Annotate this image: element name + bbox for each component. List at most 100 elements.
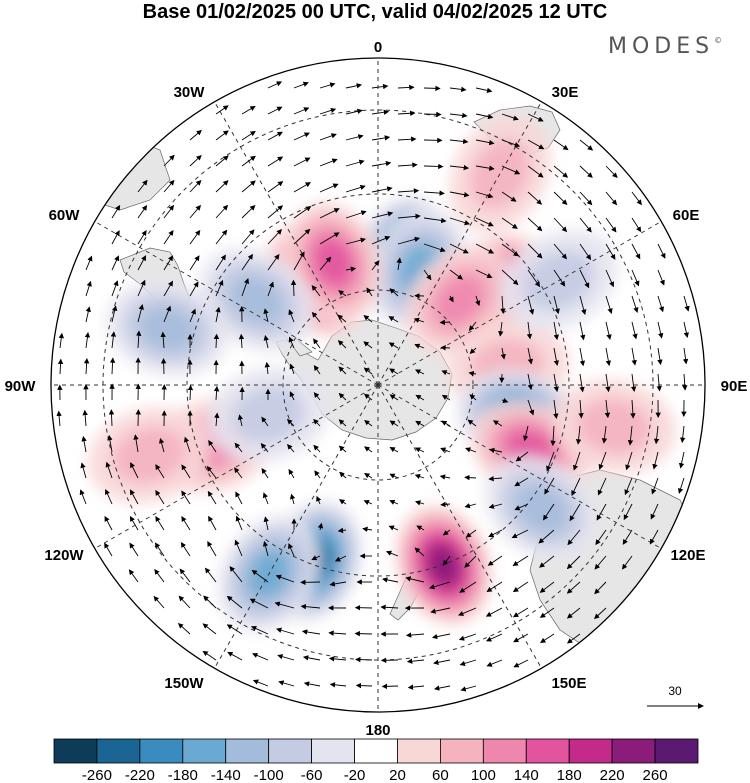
wind-arrow xyxy=(133,434,139,453)
wind-arrow xyxy=(293,81,309,89)
wind-arrow xyxy=(215,180,229,193)
wind-arrow xyxy=(381,683,399,690)
wind-arrow xyxy=(389,368,399,375)
wind-arrow xyxy=(527,191,543,205)
wind-arrow xyxy=(449,112,468,119)
wind-arrow xyxy=(337,314,347,323)
wind-arrow xyxy=(215,155,229,167)
wind-arrow xyxy=(241,180,256,193)
wind-arrow xyxy=(579,269,590,289)
colorbar-swatch xyxy=(482,738,527,764)
wind-arrow xyxy=(465,447,477,453)
wind-arrow xyxy=(579,373,585,393)
wind-arrow xyxy=(293,251,305,271)
wind-arrow xyxy=(475,113,494,120)
wind-arrow xyxy=(338,290,347,297)
wind-arrow xyxy=(475,191,494,199)
wind-arrow xyxy=(293,228,311,245)
wind-arrow xyxy=(625,451,633,471)
wind-arrow xyxy=(293,107,310,115)
wind-arrow xyxy=(539,607,555,618)
wind-arrow xyxy=(136,330,142,349)
wind-arrow xyxy=(250,626,269,635)
wind-arrow xyxy=(263,308,269,323)
wind-arrow xyxy=(605,191,618,206)
wind-arrow xyxy=(278,680,295,687)
wind-arrow xyxy=(464,474,477,481)
wind-arrow xyxy=(527,165,544,178)
colorbar-tick-label: -20 xyxy=(344,767,366,783)
wind-arrow xyxy=(202,650,217,661)
wind-arrow xyxy=(249,598,269,609)
wind-arrow xyxy=(469,394,477,401)
wind-arrow xyxy=(111,230,120,245)
colorbar-swatch xyxy=(268,738,312,764)
wind-arrow xyxy=(469,347,477,355)
colorbar: -260 -220 -180 -140 -100 -60 -20 20 60 100 140 180 2… xyxy=(53,738,699,783)
wind-arrow xyxy=(604,399,611,419)
wind-arrow xyxy=(486,581,503,592)
wind-arrow xyxy=(527,243,543,259)
wind-arrow xyxy=(605,321,612,340)
wind-arrow xyxy=(215,306,221,323)
wind-arrow xyxy=(179,568,191,583)
wind-arrow xyxy=(301,629,321,635)
wind-arrow xyxy=(319,256,332,271)
meridian-line xyxy=(377,101,542,386)
wind-arrow xyxy=(397,136,417,142)
wind-arrow xyxy=(605,269,615,288)
wind-arrow xyxy=(439,474,451,480)
wind-arrow xyxy=(380,604,399,610)
wind-arrow xyxy=(414,369,425,375)
label-lon-180: 180 xyxy=(365,722,390,739)
colorbar-tick-label: -140 xyxy=(211,767,241,783)
wind-arrow xyxy=(459,581,477,593)
wind-arrow xyxy=(319,183,339,193)
wind-arrow xyxy=(371,83,389,90)
wind-arrow xyxy=(85,306,91,323)
wind-arrow xyxy=(215,130,229,141)
wind-arrow xyxy=(397,162,418,168)
wind-arrow xyxy=(388,316,399,323)
wind-arrow xyxy=(267,156,284,167)
wind-arrow xyxy=(128,569,139,583)
wind-arrow xyxy=(389,420,399,427)
wind-arrow xyxy=(631,347,637,366)
wind-arrow xyxy=(163,230,174,245)
meridian-line xyxy=(94,384,379,549)
wind-arrow xyxy=(566,607,581,619)
wind-arrow xyxy=(293,157,311,167)
wind-arrow xyxy=(579,347,586,367)
wind-arrow xyxy=(137,204,148,219)
wind-arrow xyxy=(277,654,295,661)
wind-arrow xyxy=(442,555,451,566)
wind-arrow xyxy=(261,416,269,427)
wind-arrow xyxy=(79,489,87,505)
wind-arrow xyxy=(104,488,113,505)
wind-arrow xyxy=(110,331,117,349)
colorbar-swatch xyxy=(182,738,227,764)
wind-arrow xyxy=(485,633,503,642)
label-lon-90e: 90E xyxy=(721,378,748,395)
wind-arrow xyxy=(338,419,347,427)
wind-arrow xyxy=(501,139,521,148)
wind-arrow xyxy=(416,525,425,531)
colorbar-tick-label: 180 xyxy=(557,767,582,783)
wind-arrow xyxy=(215,204,229,219)
wind-arrow xyxy=(111,204,121,219)
wind-arrow xyxy=(624,477,633,496)
polar-map-disc xyxy=(51,58,705,712)
wind-arrow xyxy=(334,555,347,562)
label-lon-150w: 150W xyxy=(164,675,204,692)
wind-arrow xyxy=(488,529,503,538)
wind-arrow xyxy=(263,516,269,531)
wind-arrow xyxy=(181,490,191,505)
colorbar-tick-label: 20 xyxy=(389,767,406,783)
anomaly-contour xyxy=(139,306,196,351)
label-lon-30e: 30E xyxy=(552,84,579,101)
wind-arrow xyxy=(289,391,295,401)
wind-arrow xyxy=(553,347,560,366)
wind-arrow xyxy=(345,134,364,141)
wind-arrow xyxy=(468,321,477,332)
wind-arrow xyxy=(527,139,545,150)
